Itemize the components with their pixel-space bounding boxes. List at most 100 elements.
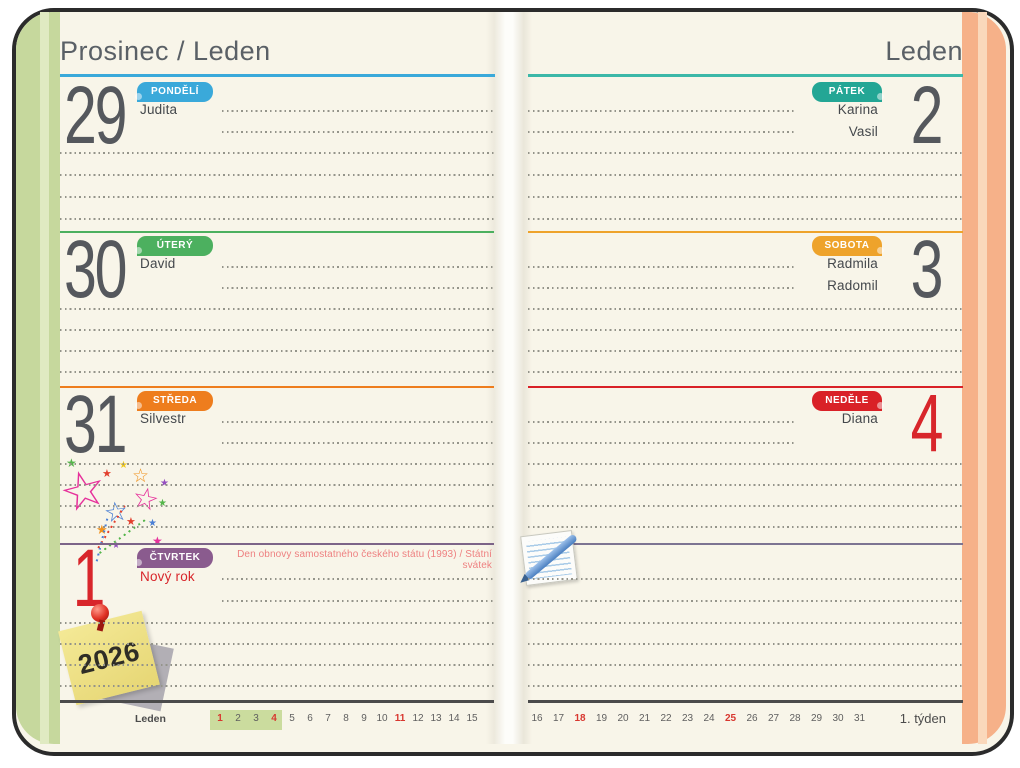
mini-calendar-day: 29 <box>810 713 823 724</box>
ruled-line <box>60 643 494 645</box>
mini-calendar-day: 23 <box>681 713 694 724</box>
ruled-line <box>528 131 796 133</box>
ruled-line <box>60 664 494 666</box>
mini-calendar-day: 7 <box>325 713 331 724</box>
ruled-line <box>60 371 494 373</box>
section-line-nedele <box>528 386 963 388</box>
tab-dot-icon <box>135 402 142 409</box>
ruled-line <box>528 266 796 268</box>
ruled-line <box>528 174 963 176</box>
star-icon: ★ <box>96 522 108 537</box>
ruled-line <box>528 685 963 687</box>
nameday-name: Radomil <box>827 278 878 293</box>
mini-calendar-day: 10 <box>376 713 388 724</box>
mini-calendar-day: 11 <box>394 713 406 724</box>
star-icon: ★ <box>158 498 167 509</box>
section-line-streda <box>60 386 494 388</box>
ruled-line <box>60 463 494 465</box>
ruled-line <box>60 152 494 154</box>
star-icon: ☆ <box>128 480 163 519</box>
sticky-note-sticker: 2026 <box>58 592 178 712</box>
mini-calendar-day: 14 <box>448 713 460 724</box>
day-number-2: 2 <box>910 70 944 161</box>
mini-calendar-day: 24 <box>703 713 715 724</box>
ruled-line <box>222 266 493 268</box>
ruled-line <box>528 600 963 602</box>
ruled-line <box>222 110 493 112</box>
ruled-line <box>222 600 493 602</box>
mini-calendar-day: 13 <box>430 713 442 724</box>
day-label: NEDĚLE <box>825 395 869 406</box>
day-tab-ctvrtek: ČTVRTEK <box>135 548 213 568</box>
ruled-line <box>528 643 963 645</box>
ruled-line <box>528 421 796 423</box>
nameday-name: Diana <box>841 411 878 426</box>
nameday-name: Judita <box>140 102 178 117</box>
ruled-line <box>528 308 963 310</box>
page-gutter <box>486 12 532 744</box>
right-header-underline <box>528 74 963 77</box>
mini-calendar-day: 20 <box>617 713 629 724</box>
ruled-line <box>222 442 493 444</box>
mini-calendar-day: 16 <box>531 713 543 724</box>
mini-calendar-left: 1 2 3 4 5 6 7 8 9 10 11 12 13 14 15 <box>210 710 490 730</box>
mini-calendar-day: 9 <box>361 713 367 724</box>
day-tab-sobota: SOBOTA <box>812 236 884 256</box>
ruled-line <box>528 287 796 289</box>
holiday-note: Den obnovy samostatného českého státu (1… <box>237 549 492 571</box>
nameday-name: Radmila <box>827 256 878 271</box>
mini-calendar-day: 12 <box>412 713 424 724</box>
ruled-line <box>60 329 494 331</box>
mini-calendar-month-label: Leden <box>135 713 166 725</box>
ruled-line <box>528 110 796 112</box>
day-label: PONDĚLÍ <box>151 86 199 97</box>
day-number-29: 29 <box>64 70 128 161</box>
ruled-line <box>528 152 963 154</box>
section-line-utery <box>60 231 494 233</box>
star-icon: ★ <box>102 468 112 480</box>
day-tab-streda: STŘEDA <box>135 391 213 411</box>
day-number-30: 30 <box>64 224 128 315</box>
right-page-title: Leden <box>885 36 963 66</box>
star-icon: ★ <box>148 518 157 529</box>
day-tab-patek: PÁTEK <box>812 82 884 102</box>
ruled-line <box>528 218 963 220</box>
left-header-underline <box>60 74 495 77</box>
calendar-highlight-band <box>210 710 282 730</box>
star-icon: ★ <box>126 516 136 528</box>
mini-calendar-day: 26 <box>746 713 758 724</box>
day-label: ÚTERÝ <box>156 240 194 251</box>
day-number-31: 31 <box>64 379 128 470</box>
ruled-line <box>528 622 963 624</box>
mini-calendar-day: 6 <box>307 713 313 724</box>
mini-calendar-day: 22 <box>660 713 672 724</box>
ruled-line <box>528 350 963 352</box>
notes-section-line <box>528 543 963 545</box>
nameday-name: Vasil <box>848 124 878 139</box>
mini-calendar-day: 21 <box>638 713 651 724</box>
tab-dot-icon <box>877 402 884 409</box>
ruled-line <box>222 131 493 133</box>
ruled-line <box>528 664 963 666</box>
push-pin-icon <box>91 604 109 622</box>
ruled-line <box>222 287 493 289</box>
ruled-line <box>60 526 494 528</box>
day-number-3: 3 <box>910 224 944 315</box>
tab-dot-icon <box>135 559 142 566</box>
tab-dot-icon <box>135 93 142 100</box>
ruled-line <box>60 685 494 687</box>
ruled-line <box>528 371 963 373</box>
mini-calendar-day: 25 <box>724 713 737 724</box>
notepad-pencil-sticker <box>519 527 589 591</box>
mini-calendar-day: 17 <box>552 713 565 724</box>
mini-calendar-day: 15 <box>466 713 478 724</box>
ruled-line <box>60 196 494 198</box>
day-label: SOBOTA <box>824 240 870 251</box>
ruled-line <box>60 308 494 310</box>
day-tab-nedele: NEDĚLE <box>812 391 884 411</box>
ruled-line <box>222 578 493 580</box>
ruled-line <box>528 578 963 580</box>
section-line-ctvrtek <box>60 543 494 545</box>
week-number-label: 1. týden <box>899 711 946 726</box>
